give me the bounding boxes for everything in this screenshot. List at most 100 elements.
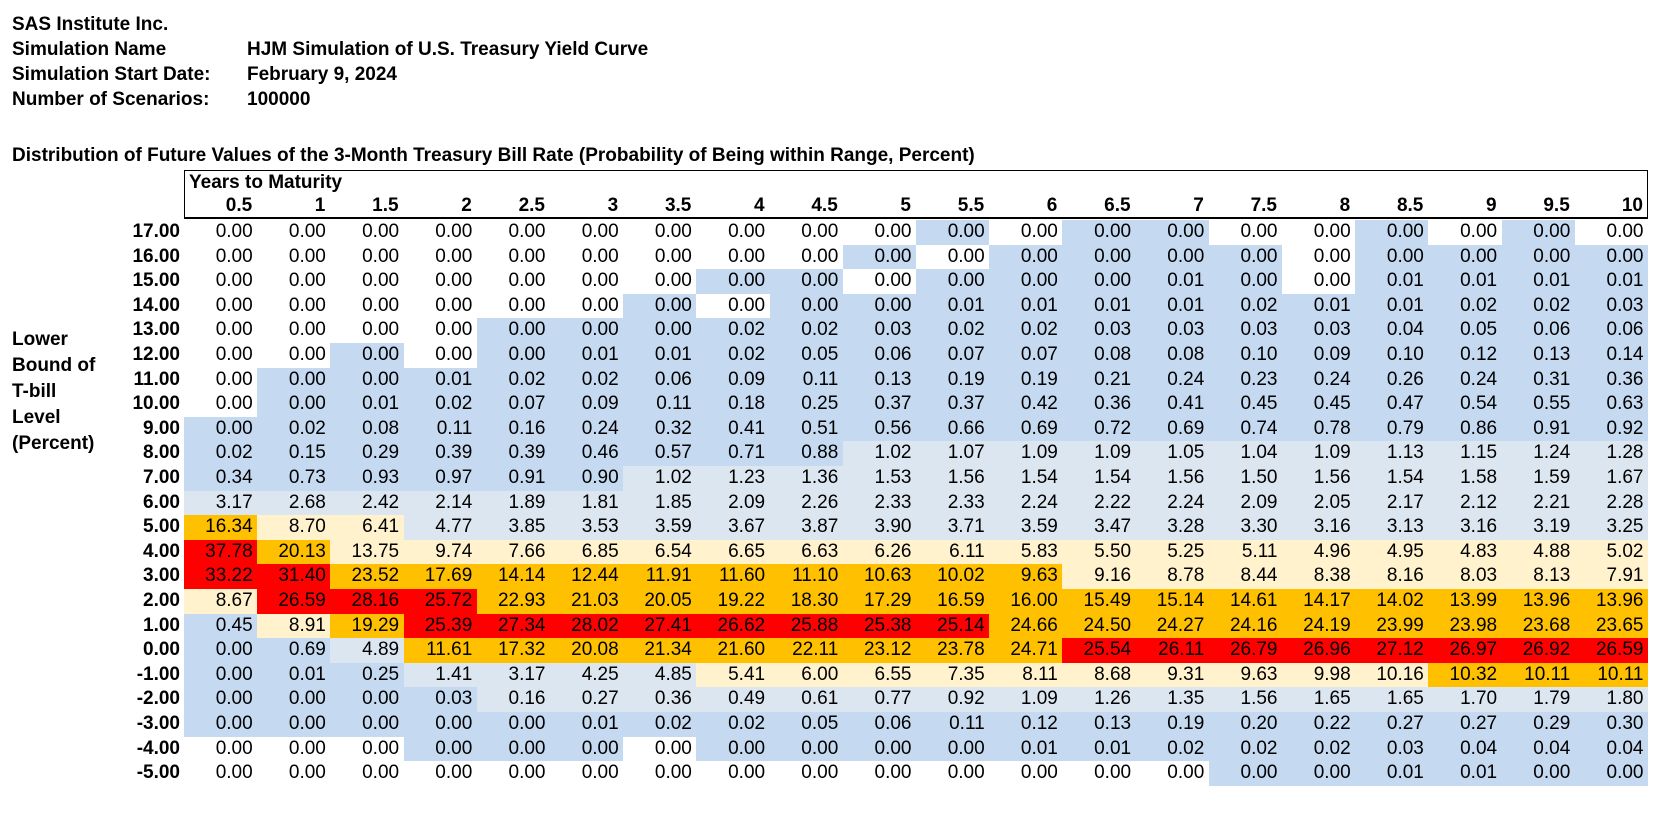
heatmap-cell: 0.01 xyxy=(550,343,624,369)
heatmap-cell: 0.24 xyxy=(1282,367,1356,393)
heatmap-cell: 5.02 xyxy=(1574,539,1649,565)
heatmap-cell: 4.85 xyxy=(623,662,697,688)
heatmap-cell: 0.56 xyxy=(842,416,917,442)
heatmap-cell: 17.32 xyxy=(476,638,551,664)
heatmap-cell: 0.00 xyxy=(989,761,1063,787)
heatmap-cell: 0.34 xyxy=(184,466,258,492)
y-axis-label-line: (Percent) xyxy=(12,433,95,454)
heatmap-cell: 2.33 xyxy=(842,490,917,516)
scenarios-value: 100000 xyxy=(247,89,311,110)
scenarios-label: Number of Scenarios: xyxy=(12,89,210,110)
heatmap-cell: 0.02 xyxy=(403,392,478,418)
heatmap-cell: 3.13 xyxy=(1355,515,1429,541)
heatmap-cell: 0.00 xyxy=(1574,761,1649,787)
heatmap-cell: 0.00 xyxy=(1208,761,1283,787)
heatmap-cell: 0.29 xyxy=(330,441,405,467)
heatmap-cell: 0.02 xyxy=(1208,293,1283,319)
row-label: -1.00 xyxy=(136,663,180,685)
heatmap-cell: 0.69 xyxy=(989,416,1063,442)
heatmap-cell: 0.00 xyxy=(184,293,258,319)
heatmap-cell: 1.02 xyxy=(623,466,697,492)
heatmap-cell: 0.00 xyxy=(257,367,331,393)
heatmap-cell: 33.22 xyxy=(184,564,258,590)
heatmap-cell: 0.03 xyxy=(1208,318,1283,344)
heatmap-cell: 0.19 xyxy=(916,367,990,393)
heatmap-cell: 2.26 xyxy=(769,490,844,516)
heatmap-cell: 0.47 xyxy=(1355,392,1429,418)
heatmap-cell: 0.23 xyxy=(1208,367,1283,393)
row-label: 3.00 xyxy=(143,565,180,587)
heatmap-cell: 0.97 xyxy=(403,466,478,492)
heatmap-cell: 6.85 xyxy=(550,539,624,565)
start-date-value: February 9, 2024 xyxy=(247,64,397,85)
heatmap-cell: 0.00 xyxy=(1355,244,1429,270)
heatmap-cell: 0.12 xyxy=(1428,343,1503,369)
heatmap-cell: 0.25 xyxy=(769,392,844,418)
heatmap-cell: 0.00 xyxy=(989,220,1063,246)
heatmap-cell: 0.00 xyxy=(916,244,990,270)
heatmap-cell: 1.56 xyxy=(1135,466,1210,492)
heatmap-cell: 4.88 xyxy=(1501,539,1576,565)
heatmap-cell: 16.00 xyxy=(989,589,1063,615)
heatmap-cell: 0.00 xyxy=(916,736,990,762)
heatmap-cell: 0.00 xyxy=(403,761,478,787)
heatmap-cell: 37.78 xyxy=(184,539,258,565)
heatmap-cell: 0.00 xyxy=(1574,220,1649,246)
heatmap-cell: 1.59 xyxy=(1501,466,1576,492)
heatmap-cell: 26.92 xyxy=(1501,638,1576,664)
heatmap-cell: 0.00 xyxy=(769,220,844,246)
heatmap-cell: 24.19 xyxy=(1282,613,1356,639)
heatmap-cell: 8.38 xyxy=(1282,564,1356,590)
heatmap-cell: 7.66 xyxy=(476,539,551,565)
heatmap-cell: 14.17 xyxy=(1282,589,1356,615)
heatmap-cell: 0.00 xyxy=(184,269,258,295)
simulation-name-value: HJM Simulation of U.S. Treasury Yield Cu… xyxy=(247,39,649,60)
row-label: 7.00 xyxy=(143,467,180,488)
heatmap-cell: 0.02 xyxy=(769,318,844,344)
heatmap-cell: 0.00 xyxy=(696,293,771,319)
heatmap-cell: 0.02 xyxy=(184,441,258,467)
heatmap-cell: 0.02 xyxy=(1135,736,1210,762)
row-label: 14.00 xyxy=(132,294,180,316)
heatmap-cell: 17.29 xyxy=(842,589,917,615)
chart-title: Distribution of Future Values of the 3-M… xyxy=(12,145,975,166)
heatmap-cell: 1.09 xyxy=(989,441,1063,467)
heatmap-cell: 23.52 xyxy=(330,564,405,590)
heatmap-cell: 2.14 xyxy=(403,490,478,516)
heatmap-cell: 0.12 xyxy=(989,712,1063,738)
heatmap-cell: 0.27 xyxy=(1355,712,1429,738)
heatmap-cell: 0.00 xyxy=(623,269,697,295)
heatmap-cell: 11.10 xyxy=(769,564,844,590)
heatmap-cell: 14.14 xyxy=(476,564,551,590)
heatmap-cell: 0.02 xyxy=(257,416,331,442)
heatmap-cell: 5.25 xyxy=(1135,539,1210,565)
heatmap-cell: 0.01 xyxy=(1062,293,1137,319)
row-label: -2.00 xyxy=(136,688,180,710)
heatmap-cell: 0.07 xyxy=(916,343,990,369)
heatmap-cell: 0.01 xyxy=(1135,293,1210,319)
heatmap-cell: 0.73 xyxy=(257,466,331,492)
heatmap-cell: 0.00 xyxy=(184,244,258,270)
heatmap-cell: 0.00 xyxy=(330,687,405,713)
heatmap-cell: 1.09 xyxy=(1282,441,1356,467)
heatmap-cell: 0.00 xyxy=(184,416,258,442)
heatmap-cell: 0.74 xyxy=(1208,416,1283,442)
heatmap-cell: 15.14 xyxy=(1135,589,1210,615)
heatmap-cell: 3.71 xyxy=(916,515,990,541)
heatmap-cell: 0.00 xyxy=(476,343,551,369)
heatmap-cell: 0.00 xyxy=(330,318,405,344)
heatmap-cell: 0.01 xyxy=(1282,293,1356,319)
heatmap-cell: 2.17 xyxy=(1355,490,1429,516)
heatmap-cell: 13.96 xyxy=(1574,589,1649,615)
row-label: 2.00 xyxy=(143,590,180,611)
heatmap-cell: 0.11 xyxy=(916,712,990,738)
heatmap-cell: 5.83 xyxy=(989,539,1063,565)
heatmap-cell: 0.02 xyxy=(696,343,771,369)
heatmap-cell: 1.05 xyxy=(1135,441,1210,467)
heatmap-cell: 0.00 xyxy=(184,736,258,762)
heatmap-cell: 11.91 xyxy=(623,564,697,590)
heatmap-cell: 6.65 xyxy=(696,539,771,565)
heatmap-cell: 6.41 xyxy=(330,515,405,541)
heatmap-cell: 0.00 xyxy=(842,244,917,270)
row-label: 15.00 xyxy=(132,270,180,292)
